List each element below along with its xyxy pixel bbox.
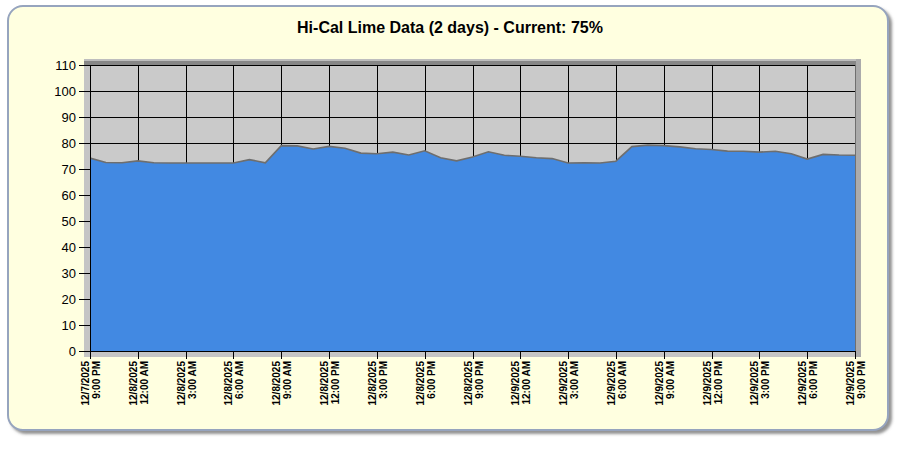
svg-text:12/7/20259:00 PM: 12/7/20259:00 PM	[80, 361, 102, 406]
chart-plot: 0 10 20 30 40 50 60 70 80 90 100 110 12/7/20259:00 P…	[0, 0, 900, 450]
svg-text:70: 70	[62, 162, 76, 177]
plot-bevel-top-highlight	[84, 59, 861, 61]
svg-text:12/8/20259:00 PM: 12/8/20259:00 PM	[463, 361, 485, 406]
svg-text:12/9/20259:00 AM: 12/9/20259:00 AM	[654, 361, 676, 406]
area-series	[90, 145, 858, 354]
svg-text:12/8/20253:00 AM: 12/8/20253:00 AM	[176, 361, 198, 406]
svg-text:12/8/202512:00 PM: 12/8/202512:00 PM	[319, 361, 341, 406]
svg-text:12/8/20253:00 PM: 12/8/20253:00 PM	[367, 361, 389, 406]
svg-text:12/8/202512:00 AM: 12/8/202512:00 AM	[128, 361, 150, 406]
svg-text:10: 10	[62, 318, 76, 333]
svg-text:50: 50	[62, 214, 76, 229]
y-axis-labels: 0 10 20 30 40 50 60 70 80 90 100 110	[54, 58, 76, 359]
svg-text:12/9/202512:00 AM: 12/9/202512:00 AM	[510, 361, 532, 406]
svg-text:0: 0	[69, 344, 76, 359]
svg-text:12/8/20256:00 AM: 12/8/20256:00 AM	[223, 361, 245, 406]
plot-bevel-top	[84, 61, 861, 65]
svg-text:12/9/20259:00 PM: 12/9/20259:00 PM	[845, 361, 867, 406]
svg-text:100: 100	[54, 84, 76, 99]
svg-text:12/9/20253:00 AM: 12/9/20253:00 AM	[558, 361, 580, 406]
svg-text:60: 60	[62, 188, 76, 203]
svg-text:12/9/20253:00 PM: 12/9/20253:00 PM	[749, 361, 771, 406]
svg-text:90: 90	[62, 110, 76, 125]
svg-text:12/8/20259:00 AM: 12/8/20259:00 AM	[271, 361, 293, 406]
svg-text:12/8/20256:00 PM: 12/8/20256:00 PM	[415, 361, 437, 406]
svg-text:110: 110	[55, 58, 76, 73]
svg-text:80: 80	[62, 136, 76, 151]
svg-text:30: 30	[62, 266, 76, 281]
svg-text:20: 20	[62, 292, 76, 307]
x-axis-labels: 12/7/20259:00 PM 12/8/202512:00 AM 12/8/20…	[80, 361, 867, 406]
plot-bevel-right	[856, 59, 861, 357]
svg-text:12/9/20256:00 PM: 12/9/20256:00 PM	[797, 361, 819, 406]
svg-text:12/9/20256:00 AM: 12/9/20256:00 AM	[606, 361, 628, 406]
svg-text:40: 40	[62, 240, 76, 255]
svg-text:12/9/202512:00 PM: 12/9/202512:00 PM	[702, 361, 724, 406]
